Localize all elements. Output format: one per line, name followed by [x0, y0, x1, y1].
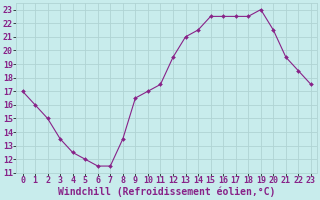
X-axis label: Windchill (Refroidissement éolien,°C): Windchill (Refroidissement éolien,°C): [58, 187, 276, 197]
